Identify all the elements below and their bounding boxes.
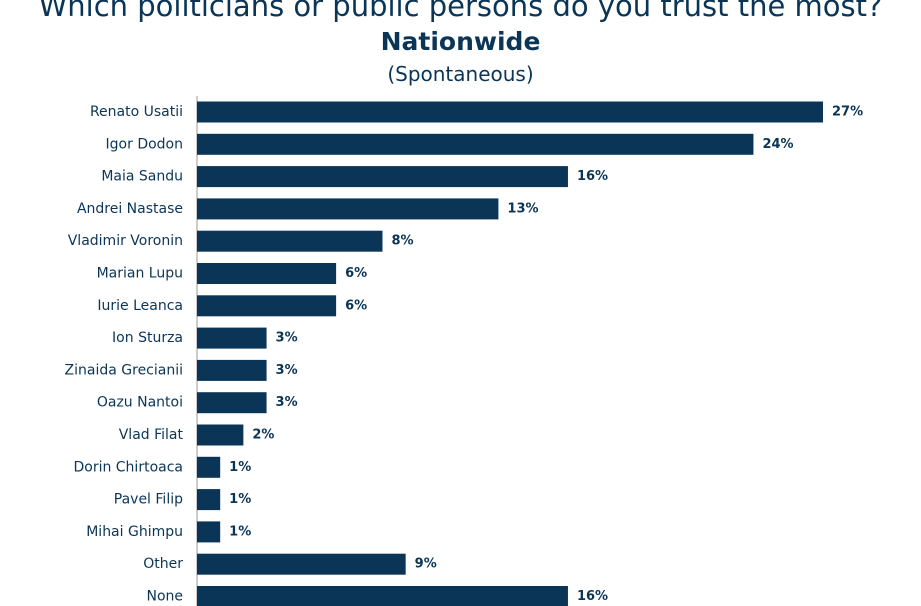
category-label: Vlad Filat	[119, 427, 184, 443]
chart-subtitle: Nationwide	[380, 27, 541, 56]
category-label: Oazu Nantoi	[97, 395, 183, 411]
category-label: Pavel Filip	[114, 492, 183, 508]
value-label: 27%	[832, 105, 863, 120]
bars-group: Renato Usatii 27% Igor Dodon 24% Maia Sandu 1…	[65, 101, 863, 606]
bar	[197, 133, 754, 155]
bar	[197, 101, 823, 123]
bar	[197, 198, 499, 220]
category-label: Other	[143, 556, 183, 572]
value-label: 1%	[229, 492, 251, 507]
bar	[197, 263, 337, 284]
chart-title: Which politicians or public persons do y…	[38, 0, 883, 23]
chart-note: (Spontaneous)	[387, 62, 534, 86]
category-label: Maia Sandu	[101, 169, 183, 185]
value-label: 2%	[252, 428, 274, 443]
value-label: 6%	[345, 298, 367, 313]
value-label: 3%	[276, 363, 298, 378]
category-label: Andrei Nastase	[77, 201, 183, 217]
category-label: Vladimir Voronin	[68, 233, 183, 249]
value-label: 24%	[762, 137, 793, 152]
value-label: 1%	[229, 460, 251, 475]
value-label: 1%	[229, 524, 251, 539]
category-label: Iurie Leanca	[97, 298, 183, 314]
bar	[197, 553, 406, 575]
category-label: Marian Lupu	[97, 266, 183, 282]
category-label: Renato Usatii	[90, 104, 183, 120]
bar	[197, 230, 383, 252]
category-label: Ion Sturza	[112, 330, 183, 346]
category-label: Mihai Ghimpu	[86, 524, 183, 540]
bar	[197, 586, 568, 606]
value-label: 13%	[507, 201, 538, 216]
value-label: 8%	[391, 234, 413, 249]
bar	[197, 295, 337, 317]
value-label: 6%	[345, 266, 367, 281]
category-label: Igor Dodon	[106, 136, 183, 152]
bar	[197, 456, 221, 478]
value-label: 16%	[577, 589, 608, 604]
bar	[197, 359, 267, 381]
bar	[197, 327, 267, 349]
value-label: 9%	[415, 557, 437, 572]
bar	[197, 424, 244, 446]
bar	[197, 392, 267, 414]
value-label: 3%	[276, 331, 298, 346]
value-label: 3%	[276, 395, 298, 410]
bar	[197, 166, 568, 188]
category-label: Dorin Chirtoaca	[73, 459, 183, 475]
category-label: Zinaida Grecianii	[65, 362, 183, 378]
bar	[197, 521, 221, 543]
bar	[197, 489, 221, 511]
value-label: 16%	[577, 169, 608, 184]
category-label: None	[146, 589, 183, 605]
